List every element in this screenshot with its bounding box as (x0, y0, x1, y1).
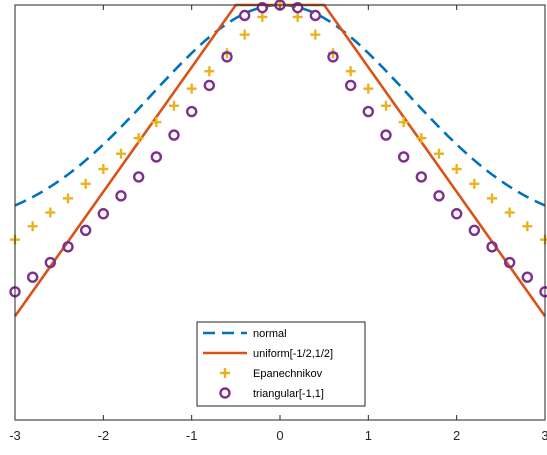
marker-circle-triangular-1-1 (327, 51, 339, 63)
marker-plus-epanechnikov (98, 164, 109, 175)
marker-circle-triangular-1-1 (132, 171, 145, 183)
marker-circle-triangular-1-1 (44, 256, 57, 269)
marker-plus-epanechnikov (451, 164, 462, 175)
marker-circle-triangular-1-1 (168, 129, 180, 141)
axes: -3 -2 -1 0 1 2 3 (9, 4, 547, 443)
marker-circle-triangular-1-1 (97, 208, 110, 220)
marker-plus-epanechnikov (80, 178, 91, 189)
marker-plus-epanechnikov (416, 133, 427, 144)
legend-label: uniform[-1/2,1/2] (253, 348, 333, 360)
marker-circle-triangular-1-1 (62, 241, 74, 253)
marker-circle-triangular-1-1 (26, 271, 39, 283)
marker-plus-epanechnikov (363, 83, 374, 94)
marker-plus-epanechnikov (116, 148, 126, 159)
marker-circle-triangular-1-1 (238, 9, 251, 22)
legend-label: triangular[-1,1] (253, 388, 324, 400)
marker-plus-epanechnikov (504, 207, 515, 218)
marker-plus-epanechnikov (381, 100, 391, 111)
x-tick-label: 0 (276, 428, 283, 443)
marker-circle-triangular-1-1 (309, 9, 322, 22)
marker-plus-epanechnikov (204, 66, 215, 77)
marker-plus-epanechnikov (257, 11, 268, 22)
legend-box (196, 321, 366, 407)
marker-plus-epanechnikov (345, 66, 356, 77)
legend-label: Epanechnikov (253, 368, 323, 380)
marker-plus-epanechnikov (310, 29, 321, 40)
x-tick-label: -2 (98, 428, 110, 443)
marker-plus-epanechnikov (398, 117, 409, 128)
legend-swatch-circle (219, 387, 231, 399)
marker-circle-triangular-1-1 (539, 286, 547, 298)
x-tick-label: -1 (186, 428, 198, 443)
marker-plus-epanechnikov (151, 117, 162, 128)
marker-circle-triangular-1-1 (486, 241, 498, 253)
marker-plus-epanechnikov (469, 178, 480, 189)
marker-plus-epanechnikov (487, 193, 497, 204)
marker-circle-triangular-1-1 (468, 224, 481, 236)
marker-circle-triangular-1-1 (79, 224, 92, 236)
x-tick-label: 1 (365, 428, 372, 443)
marker-plus-epanechnikov (27, 221, 38, 232)
marker-circle-triangular-1-1 (415, 171, 428, 183)
marker-circle-triangular-1-1 (150, 151, 163, 163)
marker-circle-triangular-1-1 (503, 256, 516, 269)
marker-plus-epanechnikov (45, 207, 56, 218)
marker-plus-epanechnikov (186, 83, 197, 94)
marker-circle-triangular-1-1 (450, 208, 463, 220)
marker-plus-epanechnikov (434, 148, 444, 159)
marker-circle-triangular-1-1 (221, 51, 233, 63)
marker-plus-epanechnikov (133, 133, 144, 144)
x-tick-label: -3 (9, 428, 21, 443)
marker-circle-triangular-1-1 (362, 105, 375, 118)
x-tick-label: 2 (453, 428, 460, 443)
marker-circle-triangular-1-1 (433, 190, 445, 202)
series-line-normal (14, 3, 546, 207)
marker-circle-triangular-1-1 (380, 129, 392, 141)
marker-plus-epanechnikov (522, 221, 533, 232)
legend-label: normal (253, 328, 287, 340)
legend: normal uniform[-1/2,1/2] Epanechnikov trian… (196, 321, 366, 407)
plot-area (9, 0, 547, 318)
marker-circle-triangular-1-1 (256, 1, 269, 14)
marker-circle-triangular-1-1 (521, 271, 534, 283)
marker-plus-epanechnikov (239, 29, 250, 40)
marker-plus-epanechnikov (292, 11, 303, 22)
marker-plus-epanechnikov (169, 100, 179, 111)
x-tick-label: 3 (541, 428, 547, 443)
marker-circle-triangular-1-1 (115, 190, 127, 202)
marker-circle-triangular-1-1 (185, 105, 198, 118)
series-line-uniform-1-2-1-2 (13, 3, 547, 318)
marker-plus-epanechnikov (63, 193, 73, 204)
marker-circle-triangular-1-1 (344, 79, 357, 92)
marker-plus-epanechnikov (540, 234, 547, 245)
marker-circle-triangular-1-1 (291, 1, 304, 14)
marker-circle-triangular-1-1 (203, 79, 216, 92)
marker-circle-triangular-1-1 (397, 151, 410, 163)
